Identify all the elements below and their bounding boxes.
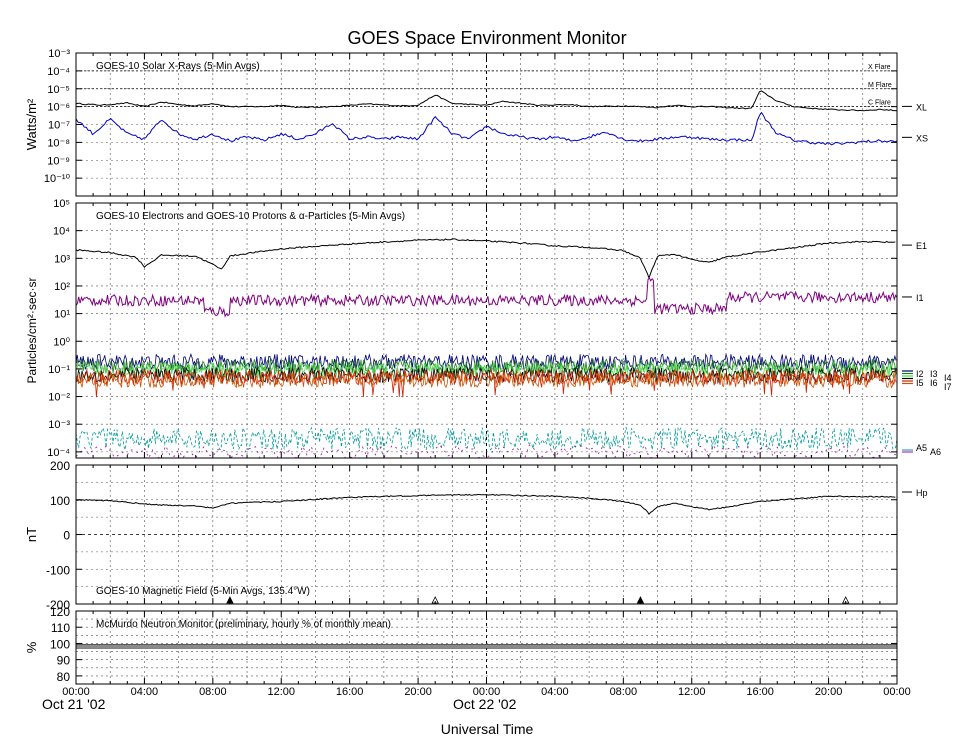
y-tick-label: 10⁻⁴	[47, 447, 70, 459]
xray-panel-annotation: GOES-10 Solar X-Rays (5-Min Avgs)	[96, 61, 260, 72]
flare-level-label: X Flare	[868, 64, 891, 71]
text-layer: GOES Space Environment Monitor X Flare M F…	[24, 28, 952, 737]
y-tick-label: 10⁻³	[48, 419, 70, 431]
series-label-i4: I4	[944, 373, 952, 383]
y-tick-label: 10²	[54, 281, 70, 293]
magnetic-panel-annotation: GOES-10 Magnetic Field (5-Min Avgs, 135.…	[96, 586, 310, 597]
series-label-e1: E1	[916, 241, 927, 251]
y-tick-label: 10⁻⁸	[47, 137, 70, 149]
series-a6-line	[75, 444, 898, 460]
flare-level-label: C Flare	[868, 100, 891, 107]
neutron-panel-annotation: McMurdo Neutron Monitor (preliminary, ho…	[96, 619, 391, 630]
series-label-i1: I1	[916, 293, 924, 303]
series-label-xl: XL	[916, 102, 927, 112]
series-label-i6: I6	[930, 378, 938, 388]
x-tick-label: 12:00	[267, 686, 295, 698]
y-tick-label: 10⁻³	[48, 48, 70, 60]
y-tick-label: 10⁴	[53, 226, 70, 238]
magnetic-ylabel: nT	[24, 527, 39, 542]
series-i6-line	[75, 368, 897, 398]
series-hp-line	[75, 493, 896, 516]
x-date-label: Oct 21 '02	[42, 696, 106, 712]
flare-level-label: M Flare	[868, 82, 892, 89]
y-tick-label: 100	[50, 494, 70, 508]
y-tick-label: 200	[50, 459, 70, 473]
series-label-i3: I3	[930, 369, 938, 379]
y-tick-label: 0	[63, 529, 70, 543]
series-label-hp: Hp	[916, 488, 928, 498]
y-tick-label: 90	[57, 654, 71, 668]
x-tick-label: 16:00	[746, 686, 774, 698]
series-i1-line	[75, 276, 898, 318]
x-axis-label: Universal Time	[441, 721, 534, 737]
series-label-a5: A5	[916, 443, 927, 453]
y-tick-label: 80	[57, 670, 71, 684]
particles-panel-annotation: GOES-10 Electrons and GOES-10 Protons & …	[96, 211, 405, 222]
y-tick-label: 10³	[54, 253, 70, 265]
x-tick-label: 20:00	[815, 686, 843, 698]
y-tick-label: 10⁻²	[48, 392, 70, 404]
y-tick-label: -100	[46, 563, 70, 577]
series-label-i2: I2	[916, 369, 924, 379]
x-tick-label: 04:00	[131, 686, 159, 698]
neutron-ylabel: %	[24, 641, 39, 653]
y-tick-label: 10⁵	[53, 198, 70, 210]
x-tick-label: 08:00	[610, 686, 638, 698]
x-tick-label: 00:00	[883, 686, 911, 698]
x-tick-label: 04:00	[541, 686, 569, 698]
series-e1-line	[75, 238, 896, 280]
series-xl-line	[75, 90, 898, 112]
y-tick-label: 10⁻⁷	[48, 120, 70, 132]
data-layer	[75, 90, 898, 649]
y-tick-label: 10⁻⁵	[47, 84, 70, 96]
y-tick-label: 100	[50, 637, 70, 651]
x-tick-label: 08:00	[199, 686, 227, 698]
y-tick-label: 10⁻¹⁰	[44, 173, 71, 185]
y-tick-label: 10⁻⁶	[47, 102, 70, 114]
series-label-i5: I5	[916, 378, 924, 388]
y-tick-label: 10¹	[54, 309, 70, 321]
x-tick-label: 00:00	[62, 686, 90, 698]
y-tick-label: 10⁻⁹	[47, 155, 70, 167]
particles-ylabel: Particles/cm²·sec·sr	[25, 277, 39, 383]
series-label-xs: XS	[916, 133, 928, 143]
series-a5-line	[75, 426, 898, 452]
x-tick-label: 16:00	[336, 686, 364, 698]
neutron-band	[75, 643, 898, 649]
figure-title: GOES Space Environment Monitor	[347, 28, 626, 48]
series-i7-line	[75, 371, 897, 389]
y-tick-label: 10⁰	[53, 336, 70, 348]
x-tick-label: 12:00	[678, 686, 706, 698]
x-date-label: Oct 22 '02	[453, 696, 517, 712]
y-tick-label: 10⁻⁴	[47, 66, 70, 78]
y-tick-label: -200	[46, 598, 70, 612]
xray-ylabel: Watts/m²	[24, 98, 39, 150]
x-tick-label: 20:00	[404, 686, 432, 698]
x-tick-label: 00:00	[473, 686, 501, 698]
series-i2-line	[75, 352, 897, 371]
series-label-a6: A6	[930, 447, 941, 457]
series-label-i7: I7	[944, 382, 952, 392]
y-tick-label: 10⁻¹	[48, 364, 70, 376]
frame-layer	[75, 52, 898, 685]
series-xs-line	[75, 111, 898, 146]
y-tick-label: 110	[51, 621, 70, 635]
y-tick-label: 120	[50, 605, 70, 619]
